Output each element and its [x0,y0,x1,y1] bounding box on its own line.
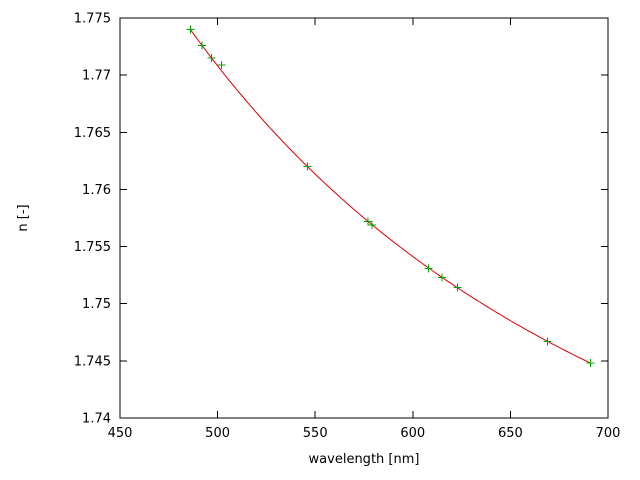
x-tick-label: 650 [498,426,523,441]
x-axis-label: wavelength [nm] [309,452,420,467]
x-tick-label: 600 [400,426,425,441]
y-tick-label: 1.75 [82,297,111,312]
y-axis-label: n [-] [16,204,31,231]
plot-area: 450 500 550 600 650 700 1.74 1.745 1.75 1.755 1.76… [74,12,621,442]
y-tick-label: 1.77 [82,69,111,84]
y-tick-label: 1.775 [74,12,111,27]
x-tick-label: 500 [205,426,230,441]
y-tick-label: 1.74 [82,412,111,427]
x-tick-label: 550 [303,426,328,441]
y-tick-label: 1.76 [82,183,111,198]
x-tick-label: 700 [596,426,621,441]
y-tick-label: 1.765 [74,126,111,141]
y-tick-label: 1.745 [74,354,111,369]
y-tick-label: 1.755 [74,240,111,255]
plot-border [119,17,609,419]
fit-curve [189,29,591,364]
x-tick-label: 450 [108,426,133,441]
